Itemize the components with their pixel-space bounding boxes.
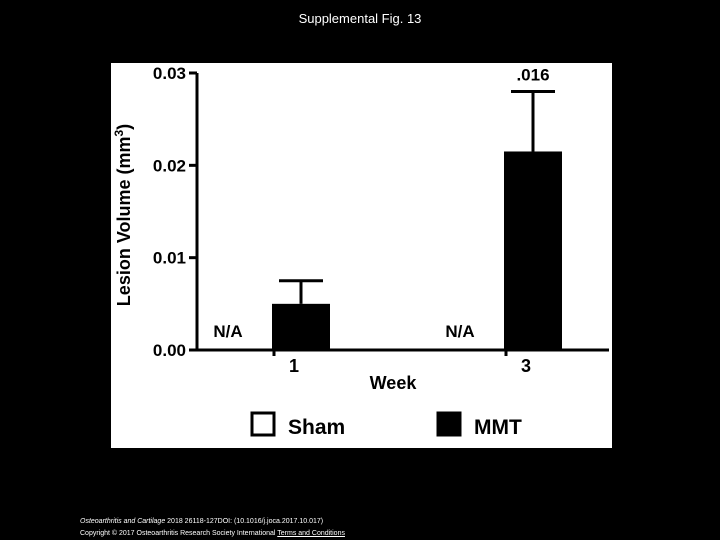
- y-tick-label: 0.03: [153, 64, 186, 83]
- y-tick-label: 0.01: [153, 249, 186, 268]
- citation-line-1: Osteoarthritis and Cartilage 2018 26118-…: [80, 516, 700, 528]
- slide-title: Supplemental Fig. 13: [298, 11, 422, 26]
- legend-label-mmt: MMT: [474, 416, 522, 439]
- citation: Osteoarthritis and Cartilage 2018 26118-…: [80, 516, 700, 540]
- bar-chart: Lesion Volume (mm3) Week 0.000.010.020.0…: [112, 64, 609, 439]
- sham-na-label: N/A: [445, 322, 474, 341]
- p-value-annotation: .016: [516, 65, 549, 84]
- sham-na-label: N/A: [213, 322, 242, 341]
- citation-details: 2018 26118-127DOI: (10.1016/j.joca.2017.…: [165, 518, 324, 525]
- legend: Sham MMT: [250, 411, 522, 439]
- figure-panel: Lesion Volume (mm3) Week 0.00 0.01 0.02 0.0…: [111, 63, 612, 448]
- bar-mmt: [504, 151, 562, 350]
- legend-swatch-mmt: [436, 411, 462, 437]
- x-tick-label: 3: [521, 356, 531, 376]
- citation-journal: Osteoarthritis and Cartilage: [80, 518, 166, 525]
- legend-label-sham: Sham: [288, 416, 345, 439]
- terms-link[interactable]: Terms and Conditions: [277, 530, 345, 537]
- x-tick-label: 1: [289, 356, 299, 376]
- y-tick-label: 0.02: [153, 156, 186, 175]
- chart-marks: 0.00 0.01 0.02 0.03 1 N/A 3 N/A .016: [153, 64, 609, 376]
- y-tick-label: 0.00: [153, 341, 186, 360]
- x-axis-label: Week: [370, 373, 418, 393]
- citation-copyright: Copyright © 2017 Osteoarthritis Research…: [80, 530, 276, 537]
- legend-swatch-sham: [250, 411, 276, 437]
- y-axis-label: Lesion Volume (mm3): [112, 124, 134, 306]
- citation-line-2: Copyright © 2017 Osteoarthritis Research…: [80, 528, 700, 540]
- bar-mmt: [272, 303, 330, 350]
